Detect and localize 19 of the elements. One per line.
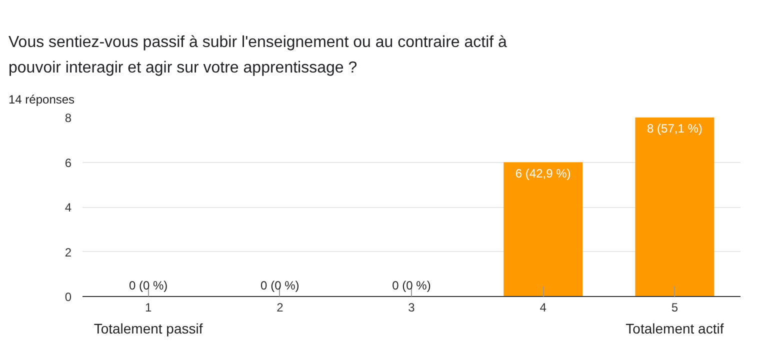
chart-subtitle: 14 réponses <box>8 92 75 106</box>
x-tick-label: 1 <box>144 300 152 314</box>
y-tick-label: 6 <box>64 156 72 170</box>
data-label: 0 (0 %) <box>260 278 300 292</box>
x-tick-label: 2 <box>276 300 284 314</box>
text: Totalement passif <box>94 320 203 336</box>
data-label: 6 (42,9 %) <box>515 166 571 180</box>
y-tick-label: 8 <box>64 111 72 125</box>
x-tick-label: 5 <box>671 300 678 314</box>
data-label: 8 (57,1 %) <box>647 122 702 136</box>
x-tick-label: 4 <box>540 300 547 314</box>
y-tick-label: 4 <box>64 200 72 214</box>
x-tick-label: 3 <box>408 300 416 314</box>
text: Totalement actif <box>626 320 724 336</box>
data-label: 0 (0 %) <box>392 278 431 292</box>
y-tick-label: 2 <box>64 245 72 260</box>
y-tick-label: 0 <box>64 290 72 304</box>
chart-title: Vous sentiez-vous passif à subir l'enseignement ou au contraire actif à pouvoir interagir et agir sur votre apprentissage ? <box>8 34 508 76</box>
data-label: 0 (0 %) <box>128 278 168 292</box>
